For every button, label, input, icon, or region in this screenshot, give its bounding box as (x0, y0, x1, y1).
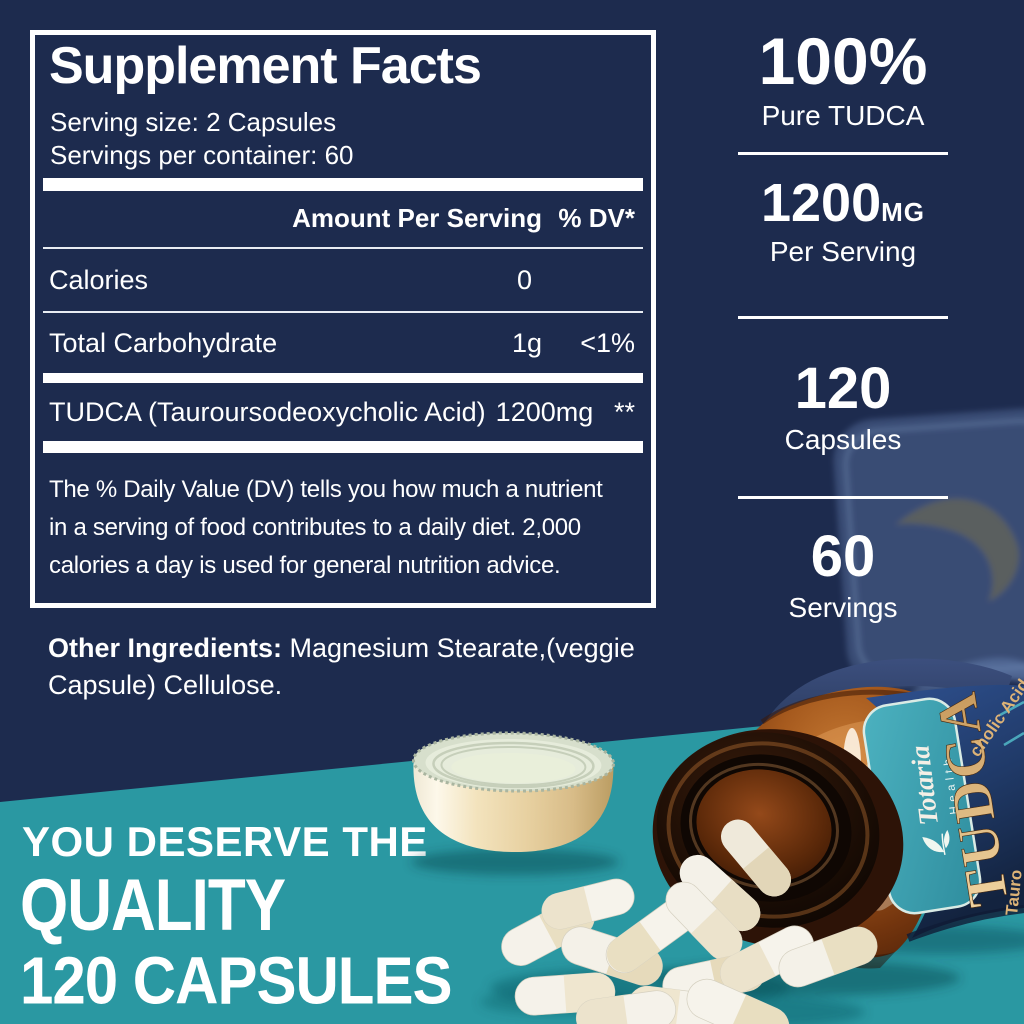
stats-column: 100% Pure TUDCA 1200MG Per Serving 120 C… (738, 28, 948, 668)
stat-divider (738, 316, 948, 319)
col-dv-header: % DV* (558, 202, 635, 233)
footnote-line: in a serving of food contributes to a da… (49, 514, 581, 541)
stat-divider (738, 496, 948, 499)
facts-title: Supplement Facts (49, 37, 482, 95)
row-name: Calories (49, 264, 149, 295)
footnote-line: The % Daily Value (DV) tells you how muc… (49, 476, 603, 503)
stat-value: 60 (810, 524, 876, 589)
other-ingredients: Other Ingredients: Magnesium Stearate,(v… (48, 630, 648, 704)
stat-label: Pure TUDCA (761, 100, 925, 131)
row-amount: 1200mg (495, 396, 594, 427)
facts-row-calories: Calories 0 (49, 249, 637, 311)
divider-thin (43, 311, 643, 313)
serving-size: Serving size: 2 Capsules (50, 107, 337, 137)
stat-capsules: 120 Capsules (738, 360, 948, 457)
stat-value: 120 (794, 356, 892, 421)
supplement-facts-panel: Supplement Facts Serving size: 2 Capsule… (30, 30, 656, 608)
other-ingredients-text: Magnesium Stearate,(veggie (282, 633, 635, 663)
divider-thick (43, 178, 643, 191)
divider-thick (43, 373, 643, 383)
other-ingredients-label: Other Ingredients: (48, 633, 283, 663)
facts-row-tudca: TUDCA (Tauroursodeoxycholic Acid) 1200mg… (49, 383, 637, 441)
stat-label: Per Serving (769, 236, 917, 267)
stat-unit: MG (881, 197, 926, 227)
stat-divider (738, 152, 948, 155)
facts-row-carbohydrate: Total Carbohydrate 1g <1% (49, 313, 637, 373)
banner-line-2: QUALITY (20, 865, 286, 947)
stat-value: 100% (758, 24, 928, 98)
divider-thin (43, 247, 643, 249)
col-amount-header: Amount Per Serving (292, 202, 542, 233)
stat-pure: 100% Pure TUDCA (738, 28, 948, 133)
dv-footnote: The % Daily Value (DV) tells you how muc… (49, 471, 603, 585)
divider-thick (43, 441, 643, 453)
row-name: Total Carbohydrate (49, 327, 278, 358)
footnote-line: calories a day is used for general nutri… (49, 552, 561, 579)
banner-line-3: 120 CAPSULES (20, 943, 452, 1019)
ghost-swoosh (895, 498, 1020, 602)
row-amount: 0 (516, 264, 532, 295)
stat-label: Servings (788, 592, 898, 623)
stat-dose: 1200MG Per Serving (738, 176, 948, 269)
banner-line-1: YOU DESERVE THE (22, 818, 428, 865)
servings-per-container: Servings per container: 60 (50, 140, 354, 170)
stat-label: Capsules (784, 424, 902, 455)
row-dv: <1% (580, 327, 635, 358)
row-name: TUDCA (Tauroursodeoxycholic Acid) (49, 396, 486, 427)
stat-value: 1200 (760, 173, 882, 233)
other-ingredients-text2: Capsule) Cellulose. (48, 670, 283, 700)
facts-header-row: Amount Per Serving % DV* (49, 195, 637, 241)
ghost-jar (833, 408, 1024, 689)
row-amount: 1g (511, 327, 542, 358)
row-dv: ** (613, 396, 635, 427)
stat-servings: 60 Servings (738, 528, 948, 625)
